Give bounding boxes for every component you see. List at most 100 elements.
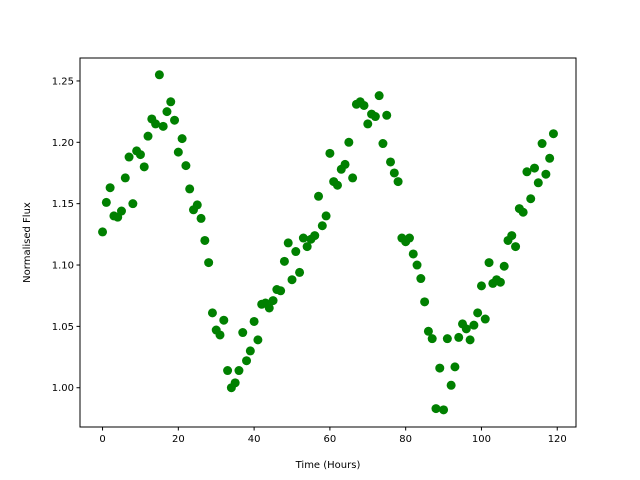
data-point (204, 258, 214, 268)
data-point (215, 330, 225, 340)
x-tick-label: 120 (548, 434, 567, 445)
data-point (135, 150, 145, 160)
data-point (435, 363, 445, 373)
data-point (495, 277, 505, 287)
data-point (317, 221, 327, 231)
data-point (207, 308, 217, 318)
data-point (530, 163, 540, 173)
data-point (476, 281, 486, 291)
data-point (507, 231, 517, 241)
data-point (518, 207, 528, 217)
data-point (439, 405, 449, 415)
data-point (162, 107, 172, 117)
data-point (291, 247, 301, 257)
x-tick-label: 60 (324, 434, 337, 445)
data-point (151, 119, 161, 129)
data-point (173, 147, 183, 157)
y-tick-label: 1.20 (52, 138, 74, 149)
data-point (484, 258, 494, 268)
data-point (279, 256, 289, 266)
x-tick-label: 80 (399, 434, 412, 445)
data-point (454, 332, 464, 342)
data-point (139, 162, 149, 172)
data-point (427, 334, 437, 344)
data-point (541, 169, 551, 179)
data-point (423, 326, 433, 336)
data-point (499, 261, 509, 271)
data-point (310, 231, 320, 241)
data-point (223, 366, 233, 376)
data-point (450, 362, 460, 372)
data-point (177, 134, 187, 144)
x-tick-label: 100 (472, 434, 491, 445)
data-point (219, 315, 229, 325)
data-point (446, 380, 456, 390)
data-point (545, 153, 555, 163)
data-point (533, 178, 543, 188)
x-tick-label: 0 (99, 434, 105, 445)
data-point (158, 121, 168, 131)
data-point (143, 131, 153, 141)
data-point (298, 233, 308, 243)
data-point (154, 70, 164, 80)
data-points (98, 70, 558, 415)
data-point (249, 316, 259, 326)
data-point (522, 167, 532, 177)
y-tick-label: 1.15 (52, 199, 74, 210)
data-point (363, 119, 373, 129)
data-point (386, 157, 396, 167)
data-point (295, 267, 305, 277)
data-point (253, 335, 263, 345)
y-axis: 1.00 1.05 1.10 1.15 1.20 1.25 (52, 76, 80, 394)
data-point (431, 404, 441, 414)
y-tick-label: 1.00 (52, 383, 74, 394)
data-point (181, 161, 191, 171)
data-point (124, 152, 134, 162)
data-point (473, 308, 483, 318)
data-point (264, 303, 274, 313)
data-point (120, 173, 130, 183)
data-point (393, 177, 403, 187)
data-point (480, 314, 490, 324)
data-point (416, 274, 426, 284)
x-tick-label: 40 (248, 434, 261, 445)
data-point (332, 180, 342, 190)
data-point (166, 97, 176, 107)
data-point (469, 320, 479, 330)
data-point (511, 242, 521, 252)
data-point (196, 213, 206, 223)
data-point (404, 233, 414, 243)
data-point (548, 129, 558, 139)
x-axis: 0 20 40 60 80 100 120 (99, 427, 567, 445)
y-axis-label: Normalised Flux (22, 202, 33, 283)
y-tick-label: 1.25 (52, 76, 74, 87)
data-point (340, 159, 350, 169)
data-point (537, 139, 547, 149)
data-point (370, 112, 380, 122)
data-point (128, 199, 138, 209)
data-point (314, 191, 324, 201)
data-point (192, 200, 202, 210)
data-point (465, 335, 475, 345)
data-point (245, 346, 255, 356)
data-point (382, 110, 392, 120)
data-point (461, 324, 471, 334)
data-point (268, 296, 278, 306)
data-point (378, 139, 388, 149)
data-point (185, 184, 195, 194)
data-point (170, 115, 180, 125)
data-point (526, 194, 536, 204)
data-point (200, 235, 210, 245)
x-tick-label: 20 (172, 434, 185, 445)
data-point (283, 238, 293, 248)
data-point (242, 356, 252, 366)
data-point (105, 183, 115, 193)
data-point (230, 378, 240, 388)
data-point (276, 286, 286, 296)
data-point (412, 260, 422, 270)
data-point (359, 100, 369, 110)
data-point (321, 211, 331, 221)
data-point (238, 328, 248, 338)
y-tick-label: 1.10 (52, 261, 74, 272)
